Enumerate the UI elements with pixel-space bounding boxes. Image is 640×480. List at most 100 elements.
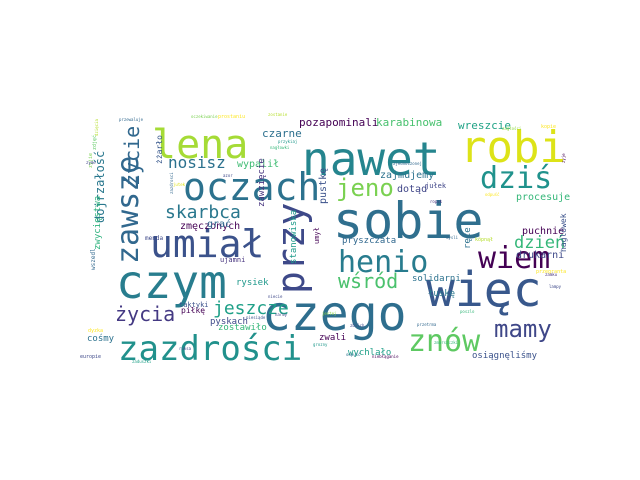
cloud-word: przy — [269, 202, 313, 294]
cloud-word: życie — [120, 126, 144, 186]
cloud-word: poszlo — [460, 309, 475, 314]
cloud-word: wreszcie — [458, 119, 511, 132]
cloud-word: dyzka — [88, 328, 103, 334]
cloud-word: żżarło — [155, 135, 164, 164]
cloud-word: osiągnęliśmy — [472, 350, 538, 361]
cloud-word: lampy — [549, 284, 562, 289]
cloud-word: prostaniu — [218, 114, 245, 120]
cloud-word: przewaluje — [119, 117, 144, 122]
cloud-word: ruksa — [179, 346, 192, 351]
cloud-word: skarbca — [165, 202, 241, 223]
cloud-word: europie — [80, 354, 101, 360]
cloud-word: karabinowa — [376, 116, 442, 129]
cloud-word: robi — [460, 122, 566, 173]
cloud-word: zawsze — [111, 156, 146, 264]
cloud-word: życia — [115, 302, 175, 326]
cloud-word: piesiąde — [246, 315, 266, 320]
cloud-word: taktyki — [179, 301, 209, 309]
cloud-word: ujamni — [220, 256, 245, 264]
cloud-word: stanowiska — [289, 210, 299, 264]
cloud-word: zawzięcie — [257, 158, 267, 207]
cloud-word: niecie — [268, 294, 283, 299]
cloud-word: jeszcze — [213, 298, 289, 319]
cloud-word: zmarszczki — [434, 340, 459, 345]
cloud-word: zjednoczonej — [393, 161, 422, 166]
cloud-word: zyjie — [88, 153, 94, 168]
cloud-word: wszedl — [90, 248, 97, 270]
cloud-word: znów — [408, 324, 481, 359]
cloud-word: niebłąganie — [372, 354, 399, 359]
cloud-word: umiał — [150, 222, 264, 266]
cloud-word: henio — [338, 245, 428, 280]
cloud-word: puchnie — [522, 226, 564, 237]
cloud-word: zwycięstwa — [93, 196, 103, 250]
cloud-word: dojrzałość — [93, 151, 107, 223]
cloud-word: rysiek — [236, 278, 269, 288]
cloud-word: łuskę — [428, 289, 455, 299]
cloud-word: zamku — [545, 272, 558, 277]
cloud-word: drukarni — [516, 250, 564, 261]
cloud-word: zazdrości — [118, 329, 302, 369]
cloud-word: umył — [313, 227, 321, 244]
cloud-word: oczach — [183, 165, 320, 209]
cloud-word: przetrma — [417, 322, 437, 327]
cloud-word: nagłowki — [270, 145, 290, 150]
cloud-word: grać — [207, 218, 231, 230]
cloud-word: lena — [152, 122, 248, 168]
cloud-word: piłkę — [181, 306, 205, 315]
cloud-word: mamy — [494, 315, 552, 343]
cloud-word: naglówek — [558, 213, 568, 252]
cloud-word: cośmy — [87, 333, 115, 344]
cloud-word: zdjęć — [91, 135, 98, 150]
cloud-word: nosisz — [168, 153, 226, 172]
cloud-word: zajmujemy — [380, 170, 434, 181]
cloud-word: jeno — [336, 174, 394, 202]
cloud-word: wiem — [478, 241, 550, 276]
cloud-word: więc — [426, 262, 542, 318]
cloud-word: jutek — [173, 182, 186, 187]
cloud-word: zazdrosci — [169, 172, 174, 194]
cloud-word: pyskach — [210, 317, 248, 327]
cloud-word: grozny — [313, 342, 328, 347]
cloud-word: pryszczata — [342, 236, 396, 246]
cloud-word: czarne — [262, 127, 302, 140]
cloud-word: wypalił — [237, 159, 279, 170]
cloud-word: sobie — [333, 192, 484, 250]
cloud-word: zagłości — [502, 126, 522, 131]
cloud-word: zyme — [86, 160, 96, 165]
cloud-word: odpuść — [485, 192, 500, 197]
cloud-word: wychlało — [348, 348, 391, 358]
cloud-word: zostawiło — [218, 323, 267, 333]
cloud-word: oczekiwanie — [191, 114, 218, 119]
cloud-word: zyje — [561, 153, 566, 163]
cloud-word: azor — [223, 173, 233, 178]
cloud-word: ręce — [463, 227, 473, 249]
cloud-word: zwali — [319, 333, 346, 343]
cloud-word: dzień — [514, 233, 565, 253]
cloud-word: nawet — [302, 132, 440, 186]
cloud-word: wśród — [338, 269, 398, 293]
cloud-word: czym — [116, 255, 227, 309]
cloud-word: jułek — [425, 182, 447, 190]
cloud-word: narwy — [275, 312, 288, 317]
cloud-word: zmęczonych — [180, 221, 240, 232]
cloud-word: przegranta — [536, 269, 566, 275]
cloud-word: przykiaj — [278, 139, 297, 144]
cloud-word: pozapominali — [299, 116, 378, 129]
cloud-word: zbilch — [350, 323, 365, 328]
cloud-word: dzięcia — [94, 119, 99, 136]
cloud-word: jestej — [322, 311, 336, 316]
cloud-word: dotąd — [397, 184, 427, 195]
word-group: sobie czego więc czym nawet robi umiał zazdrośc… — [80, 112, 570, 369]
cloud-word: pustkę — [318, 168, 329, 204]
cloud-word: zostanie — [268, 112, 288, 117]
cloud-word: dziś — [480, 161, 552, 196]
cloud-word: köpnął — [475, 237, 493, 243]
cloud-word: ropsk — [430, 199, 443, 204]
cloud-word: mysli — [446, 235, 459, 240]
cloud-word: procesuje — [516, 192, 570, 203]
cloud-word: odpuść — [346, 352, 361, 357]
cloud-word: kopie — [541, 124, 556, 130]
cloud-word: zaduszki — [132, 359, 152, 364]
